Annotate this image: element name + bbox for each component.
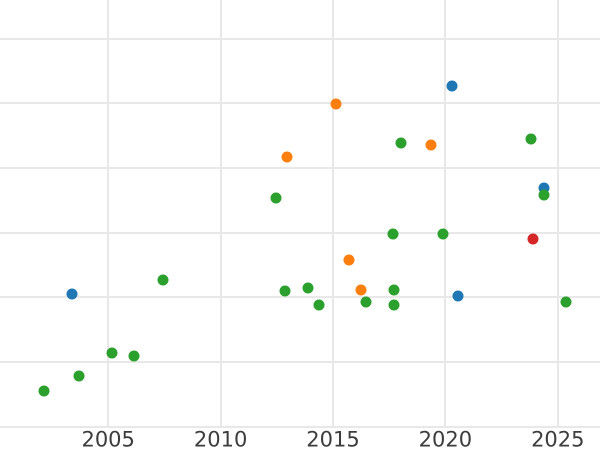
gridline-horizontal	[0, 425, 600, 428]
gridline-horizontal	[0, 231, 600, 234]
data-point-green	[270, 192, 282, 204]
data-point-green	[388, 299, 400, 311]
gridline-vertical	[332, 0, 334, 427]
data-point-orange	[343, 254, 355, 266]
data-point-green	[437, 228, 448, 240]
data-point-orange	[355, 284, 367, 296]
data-point-green	[157, 274, 169, 286]
gridline-vertical	[107, 0, 110, 427]
data-point-green	[279, 285, 291, 297]
data-point-red	[527, 233, 539, 244]
data-point-green	[38, 385, 50, 396]
data-point-green	[387, 228, 399, 240]
data-point-green	[538, 189, 549, 201]
data-point-blue	[446, 80, 458, 92]
data-point-green	[525, 133, 537, 144]
x-tick-label: 2010	[193, 427, 248, 450]
gridline-vertical	[444, 0, 447, 427]
data-point-orange	[281, 151, 293, 162]
gridline-horizontal	[0, 296, 600, 299]
x-tick-label: 2005	[81, 427, 135, 450]
gridline-horizontal	[0, 102, 600, 105]
data-point-green	[128, 350, 140, 362]
data-point-blue	[452, 290, 464, 301]
data-point-green	[313, 299, 325, 310]
data-point-green	[302, 282, 313, 293]
x-tick-label: 2015	[306, 427, 360, 450]
gridline-horizontal	[0, 167, 600, 169]
gridline-vertical	[556, 0, 559, 427]
gridline-horizontal	[0, 37, 600, 40]
gridline-vertical	[219, 0, 222, 427]
data-point-green	[388, 284, 400, 296]
data-point-green	[395, 137, 407, 149]
data-point-blue	[538, 182, 549, 194]
gridline-horizontal	[0, 361, 600, 364]
data-point-orange	[330, 98, 342, 110]
x-tick-label: 2020	[418, 427, 473, 450]
data-point-orange	[425, 139, 437, 151]
data-point-blue	[66, 288, 77, 299]
data-point-green	[360, 296, 372, 308]
x-tick-label: 2025	[531, 427, 585, 450]
data-point-green	[106, 347, 118, 359]
data-point-green	[560, 296, 572, 308]
data-point-green	[73, 370, 85, 381]
